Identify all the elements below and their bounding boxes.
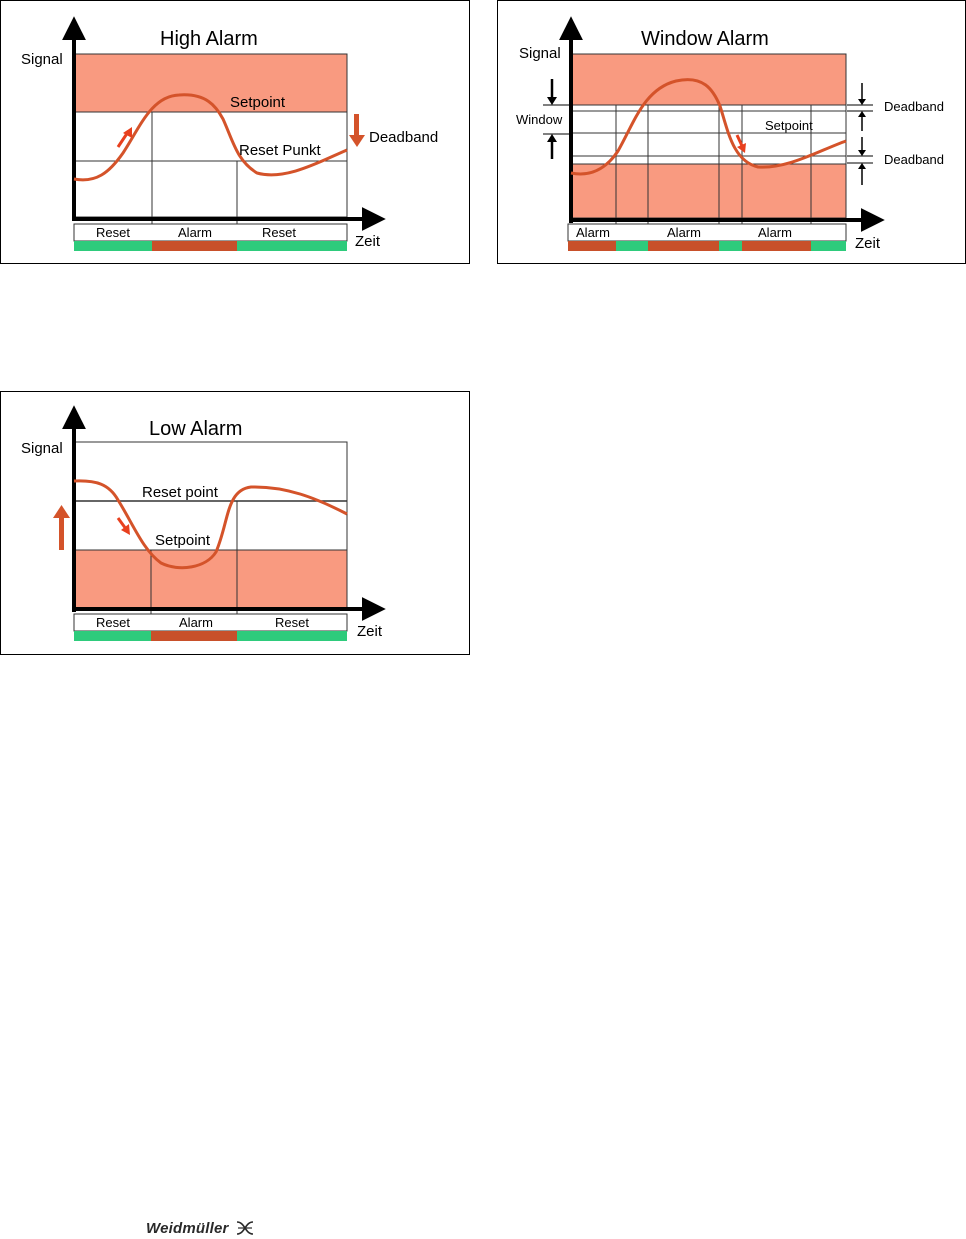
falling-arrowhead-icon: [737, 143, 746, 153]
upper-alarm-zone: [571, 54, 846, 105]
reset-point-label: Reset Punkt: [239, 142, 322, 159]
signal-curve: [73, 479, 348, 570]
state-label: Alarm: [667, 225, 701, 240]
y-axis-label: Signal: [21, 51, 63, 68]
deadband-upper-label: Deadband: [884, 99, 944, 114]
alarm-bar: [152, 241, 237, 251]
logo-text: Weidmüller: [146, 1219, 229, 1237]
alarm-bar: [151, 631, 237, 641]
low-alarm-diagram: Low Alarm Signal Zeit Reset point Setpoi…: [21, 405, 386, 641]
reset-arrow-icon: [59, 517, 64, 550]
alarm-bar: [742, 241, 811, 251]
deadband-arrowhead-icon: [858, 150, 866, 156]
deadband-arrowhead-icon: [858, 111, 866, 117]
state-label: Reset: [96, 615, 130, 630]
state-label: Reset: [262, 225, 296, 240]
deadband-label: Deadband: [369, 129, 438, 146]
state-label: Reset: [275, 615, 309, 630]
x-axis-label: Zeit: [355, 233, 381, 250]
high-alarm-diagram: High Alarm Signal Zeit Setpoint Reset Pu…: [21, 16, 438, 251]
window-alarm-diagram: Window Alarm Signal Zeit Window Setpoint…: [516, 16, 944, 252]
state-label: Reset: [96, 225, 130, 240]
state-label: Alarm: [576, 225, 610, 240]
rising-arrowhead-icon: [123, 127, 132, 138]
deadband-arrowhead-icon: [858, 99, 866, 105]
alarm-bar: [648, 241, 719, 251]
high-alarm-panel: High Alarm Signal Zeit Setpoint Reset Pu…: [0, 0, 470, 264]
reset-point-label: Reset point: [142, 484, 219, 501]
y-axis-label: Signal: [21, 440, 63, 457]
y-axis-label: Signal: [519, 45, 561, 62]
reset-bar: [811, 241, 846, 251]
state-label: Alarm: [758, 225, 792, 240]
setpoint-label: Setpoint: [765, 118, 813, 133]
low-alarm-panel: Low Alarm Signal Zeit Reset point Setpoi…: [0, 391, 470, 655]
state-label: Alarm: [179, 615, 213, 630]
state-label: Alarm: [178, 225, 212, 240]
deadband-arrowhead-icon: [349, 135, 365, 147]
reset-bar: [74, 631, 151, 641]
logo-mark-icon: [236, 1221, 253, 1235]
x-axis-label: Zeit: [357, 623, 383, 640]
reset-arrowhead-icon: [53, 505, 70, 518]
reset-bar: [237, 631, 347, 641]
window-arrowhead-icon: [547, 97, 557, 105]
diagram-title: Low Alarm: [149, 418, 242, 440]
falling-arrow-icon: [116, 517, 128, 530]
deadband-lower-label: Deadband: [884, 152, 944, 167]
setpoint-label: Setpoint: [155, 532, 211, 549]
deadband-arrowhead-icon: [858, 163, 866, 169]
window-arrowhead-icon: [547, 134, 557, 142]
window-alarm-panel: Window Alarm Signal Zeit Window Setpoint…: [497, 0, 966, 264]
lower-alarm-zone: [571, 164, 846, 218]
falling-arrowhead-icon: [121, 524, 130, 535]
weidmuller-logo: Weidmüller: [146, 1218, 255, 1238]
window-label: Window: [516, 112, 563, 127]
reset-bar: [74, 241, 152, 251]
diagram-title: Window Alarm: [641, 28, 769, 50]
x-axis-label: Zeit: [855, 235, 881, 252]
signal-curve: [73, 93, 348, 182]
deadband-arrow-icon: [354, 114, 359, 136]
diagram-title: High Alarm: [160, 28, 258, 50]
alarm-bar: [568, 241, 616, 251]
reset-bar: [719, 241, 742, 251]
signal-curve: [570, 78, 847, 176]
reset-bar: [237, 241, 347, 251]
setpoint-label: Setpoint: [230, 94, 286, 111]
reset-bar: [616, 241, 648, 251]
